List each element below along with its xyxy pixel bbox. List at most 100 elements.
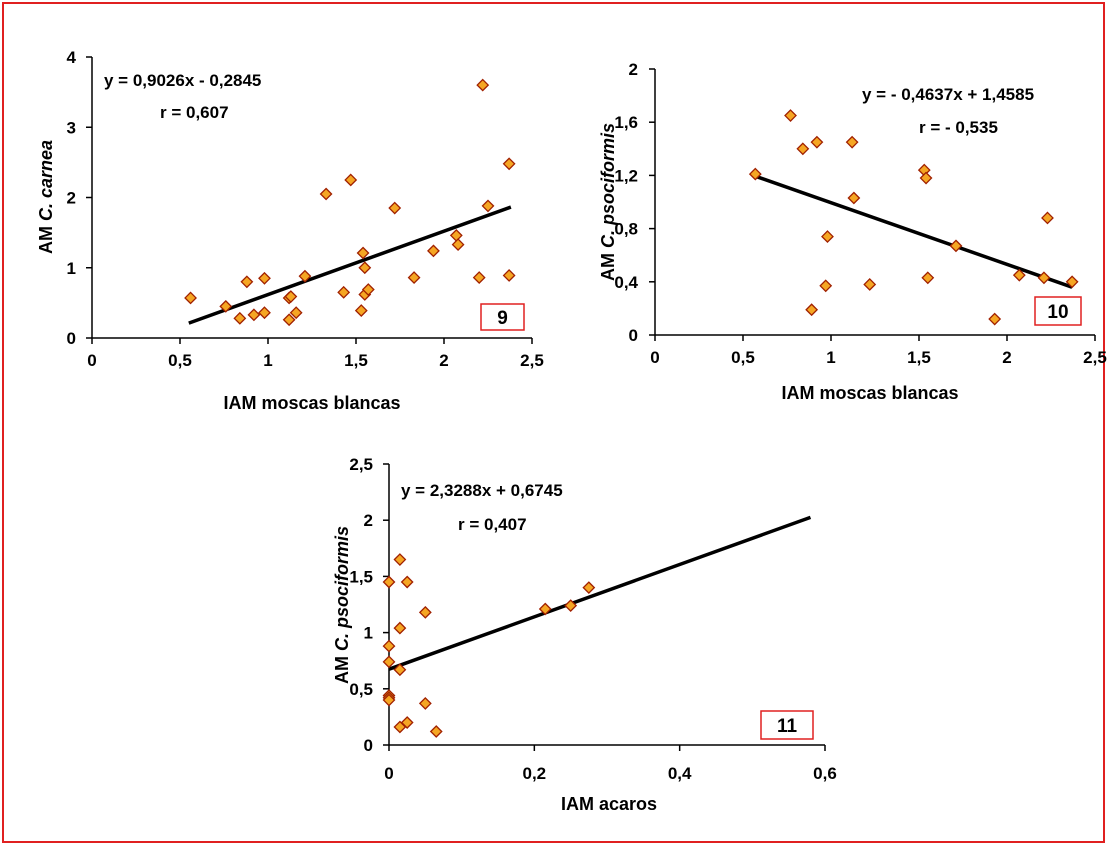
y-tick-label: 4 <box>67 48 77 67</box>
data-point <box>988 312 1002 326</box>
data-point <box>805 303 819 317</box>
data-point <box>282 313 296 327</box>
y-tick-label: 1,5 <box>349 567 373 586</box>
data-point <box>919 171 933 185</box>
data-point <box>1037 271 1051 285</box>
figure-number-box <box>480 303 525 331</box>
data-point <box>344 173 358 187</box>
data-point <box>382 575 396 589</box>
chart-9: 0 1 2 3 4 0 0,5 1 1,5 2 2,5 IAM moscas blancas AM C.… <box>36 48 544 413</box>
data-point <box>382 655 396 669</box>
data-point <box>564 599 578 613</box>
correlation-coefficient: r = 0,607 <box>160 103 229 122</box>
data-point <box>382 693 396 707</box>
data-point <box>358 261 372 275</box>
data-point <box>337 285 351 299</box>
data-point <box>418 605 432 619</box>
data-point <box>921 271 935 285</box>
y-tick-label: 1,6 <box>614 113 638 132</box>
x-tick-label: 1 <box>826 348 835 367</box>
x-tick-label: 0,5 <box>168 351 192 370</box>
data-point <box>247 308 261 322</box>
data-point <box>863 278 877 291</box>
x-tick-label: 0,6 <box>813 764 837 783</box>
data-point <box>502 269 516 282</box>
data-point <box>393 553 407 566</box>
data-point <box>784 109 797 122</box>
y-tick-label: 0 <box>629 326 638 345</box>
x-tick-label: 0 <box>650 348 659 367</box>
data-point <box>1012 268 1026 282</box>
x-tick-label: 0 <box>384 764 393 783</box>
figure-number-box <box>1034 296 1082 326</box>
data-point <box>502 157 516 171</box>
y-tick-label: 0,8 <box>614 220 638 239</box>
correlation-coefficient: r = - 0,535 <box>919 118 998 137</box>
data-point <box>429 725 443 738</box>
x-tick-label: 2,5 <box>520 351 544 370</box>
data-point <box>449 229 463 242</box>
data-point <box>407 271 421 285</box>
y-tick-label: 1 <box>67 259 76 278</box>
x-axis-label: IAM acaros <box>561 794 657 814</box>
figure-number-box <box>760 710 814 740</box>
data-point <box>427 244 440 258</box>
y-tick-label: 1 <box>364 624 373 643</box>
data-point <box>361 283 375 296</box>
chart-11: 0 0,5 1 1,5 2 2,5 0 0,2 0,4 0,6 IAM acaros AM C. ps… <box>332 455 837 814</box>
data-point <box>393 621 407 635</box>
y-tick-label: 0 <box>364 736 373 755</box>
data-point <box>819 279 833 293</box>
data-point <box>354 304 368 318</box>
x-tick-label: 1,5 <box>344 351 368 370</box>
data-point <box>356 246 370 260</box>
x-tick-label: 1 <box>263 351 272 370</box>
trend-line <box>388 515 812 671</box>
y-axis-label: AM C. psociformis <box>598 123 618 281</box>
regression-equation: y = - 0,4637x + 1,4585 <box>862 85 1034 104</box>
data-point <box>845 135 859 149</box>
data-point <box>400 575 414 589</box>
chart-10: 0 0,4 0,8 1,2 1,6 2 0 0,5 1 1,5 2 2,5 IAM moscas bla… <box>598 60 1107 403</box>
x-tick-label: 1,5 <box>907 348 931 367</box>
y-tick-label: 2 <box>364 511 373 530</box>
x-tick-label: 0 <box>87 351 96 370</box>
x-tick-label: 0,5 <box>731 348 755 367</box>
x-tick-label: 0,4 <box>668 764 692 783</box>
data-point <box>847 191 861 205</box>
trend-line <box>188 205 512 325</box>
data-point <box>418 696 432 710</box>
data-point <box>319 187 333 201</box>
data-point <box>284 290 298 303</box>
data-point <box>796 142 810 156</box>
y-tick-label: 3 <box>67 118 76 137</box>
data-point <box>1065 275 1079 289</box>
x-axis-label: IAM moscas blancas <box>223 393 400 413</box>
regression-equation: y = 0,9026x - 0,2845 <box>104 71 261 90</box>
x-tick-label: 2 <box>439 351 448 370</box>
trend-line <box>754 174 1073 289</box>
data-point <box>233 311 247 325</box>
data-point <box>481 199 495 213</box>
y-tick-label: 1,2 <box>614 166 638 185</box>
data-point <box>298 269 312 283</box>
data-point <box>748 167 762 181</box>
figure-number: 10 <box>1047 302 1068 323</box>
y-axis-label: AM C. carnea <box>36 140 56 254</box>
data-point <box>289 306 303 320</box>
data-point <box>258 306 271 320</box>
data-point <box>810 135 824 149</box>
data-point <box>388 201 402 215</box>
data-point <box>949 239 963 253</box>
y-tick-label: 2 <box>629 60 638 79</box>
data-point <box>472 271 486 285</box>
x-tick-label: 0,2 <box>523 764 547 783</box>
data-point <box>1041 211 1054 225</box>
y-tick-label: 2,5 <box>349 455 373 474</box>
data-point <box>582 581 596 595</box>
data-point <box>258 271 271 285</box>
data-point <box>451 238 465 251</box>
data-point <box>382 639 396 653</box>
